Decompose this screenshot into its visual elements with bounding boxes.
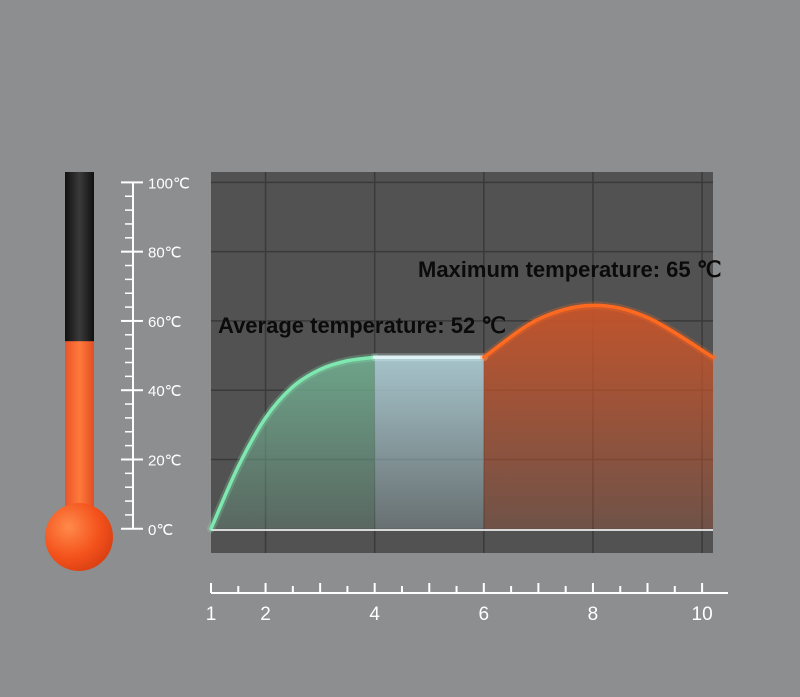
area-segment-1 — [211, 357, 375, 529]
x-tick-label: 4 — [369, 604, 380, 625]
y-tick-label: 60℃ — [148, 314, 182, 331]
x-tick-label: 1 — [206, 604, 217, 625]
maximum-temperature-annotation: Maximum temperature: 65 ℃ — [418, 257, 722, 282]
thermometer — [45, 172, 113, 571]
x-tick-label: 10 — [692, 604, 713, 625]
x-tick-label: 2 — [260, 604, 271, 625]
y-tick-label: 40℃ — [148, 383, 182, 400]
line-segment-1 — [209, 355, 377, 531]
y-tick-label: 80℃ — [148, 245, 182, 262]
x-tick-label: 6 — [479, 604, 490, 625]
area-segment-3 — [483, 305, 713, 529]
area-segment-2 — [374, 357, 484, 529]
y-tick-label: 20℃ — [148, 452, 182, 469]
y-tick-label: 100℃ — [148, 175, 190, 192]
x-tick-label: 8 — [588, 604, 599, 625]
average-temperature-annotation: Average temperature: 52 ℃ — [218, 313, 507, 338]
y-tick-label: 0℃ — [148, 522, 173, 539]
line-segment-3 — [482, 303, 715, 360]
thermometer-mercury — [65, 341, 94, 512]
thermometer-bulb — [45, 503, 113, 571]
